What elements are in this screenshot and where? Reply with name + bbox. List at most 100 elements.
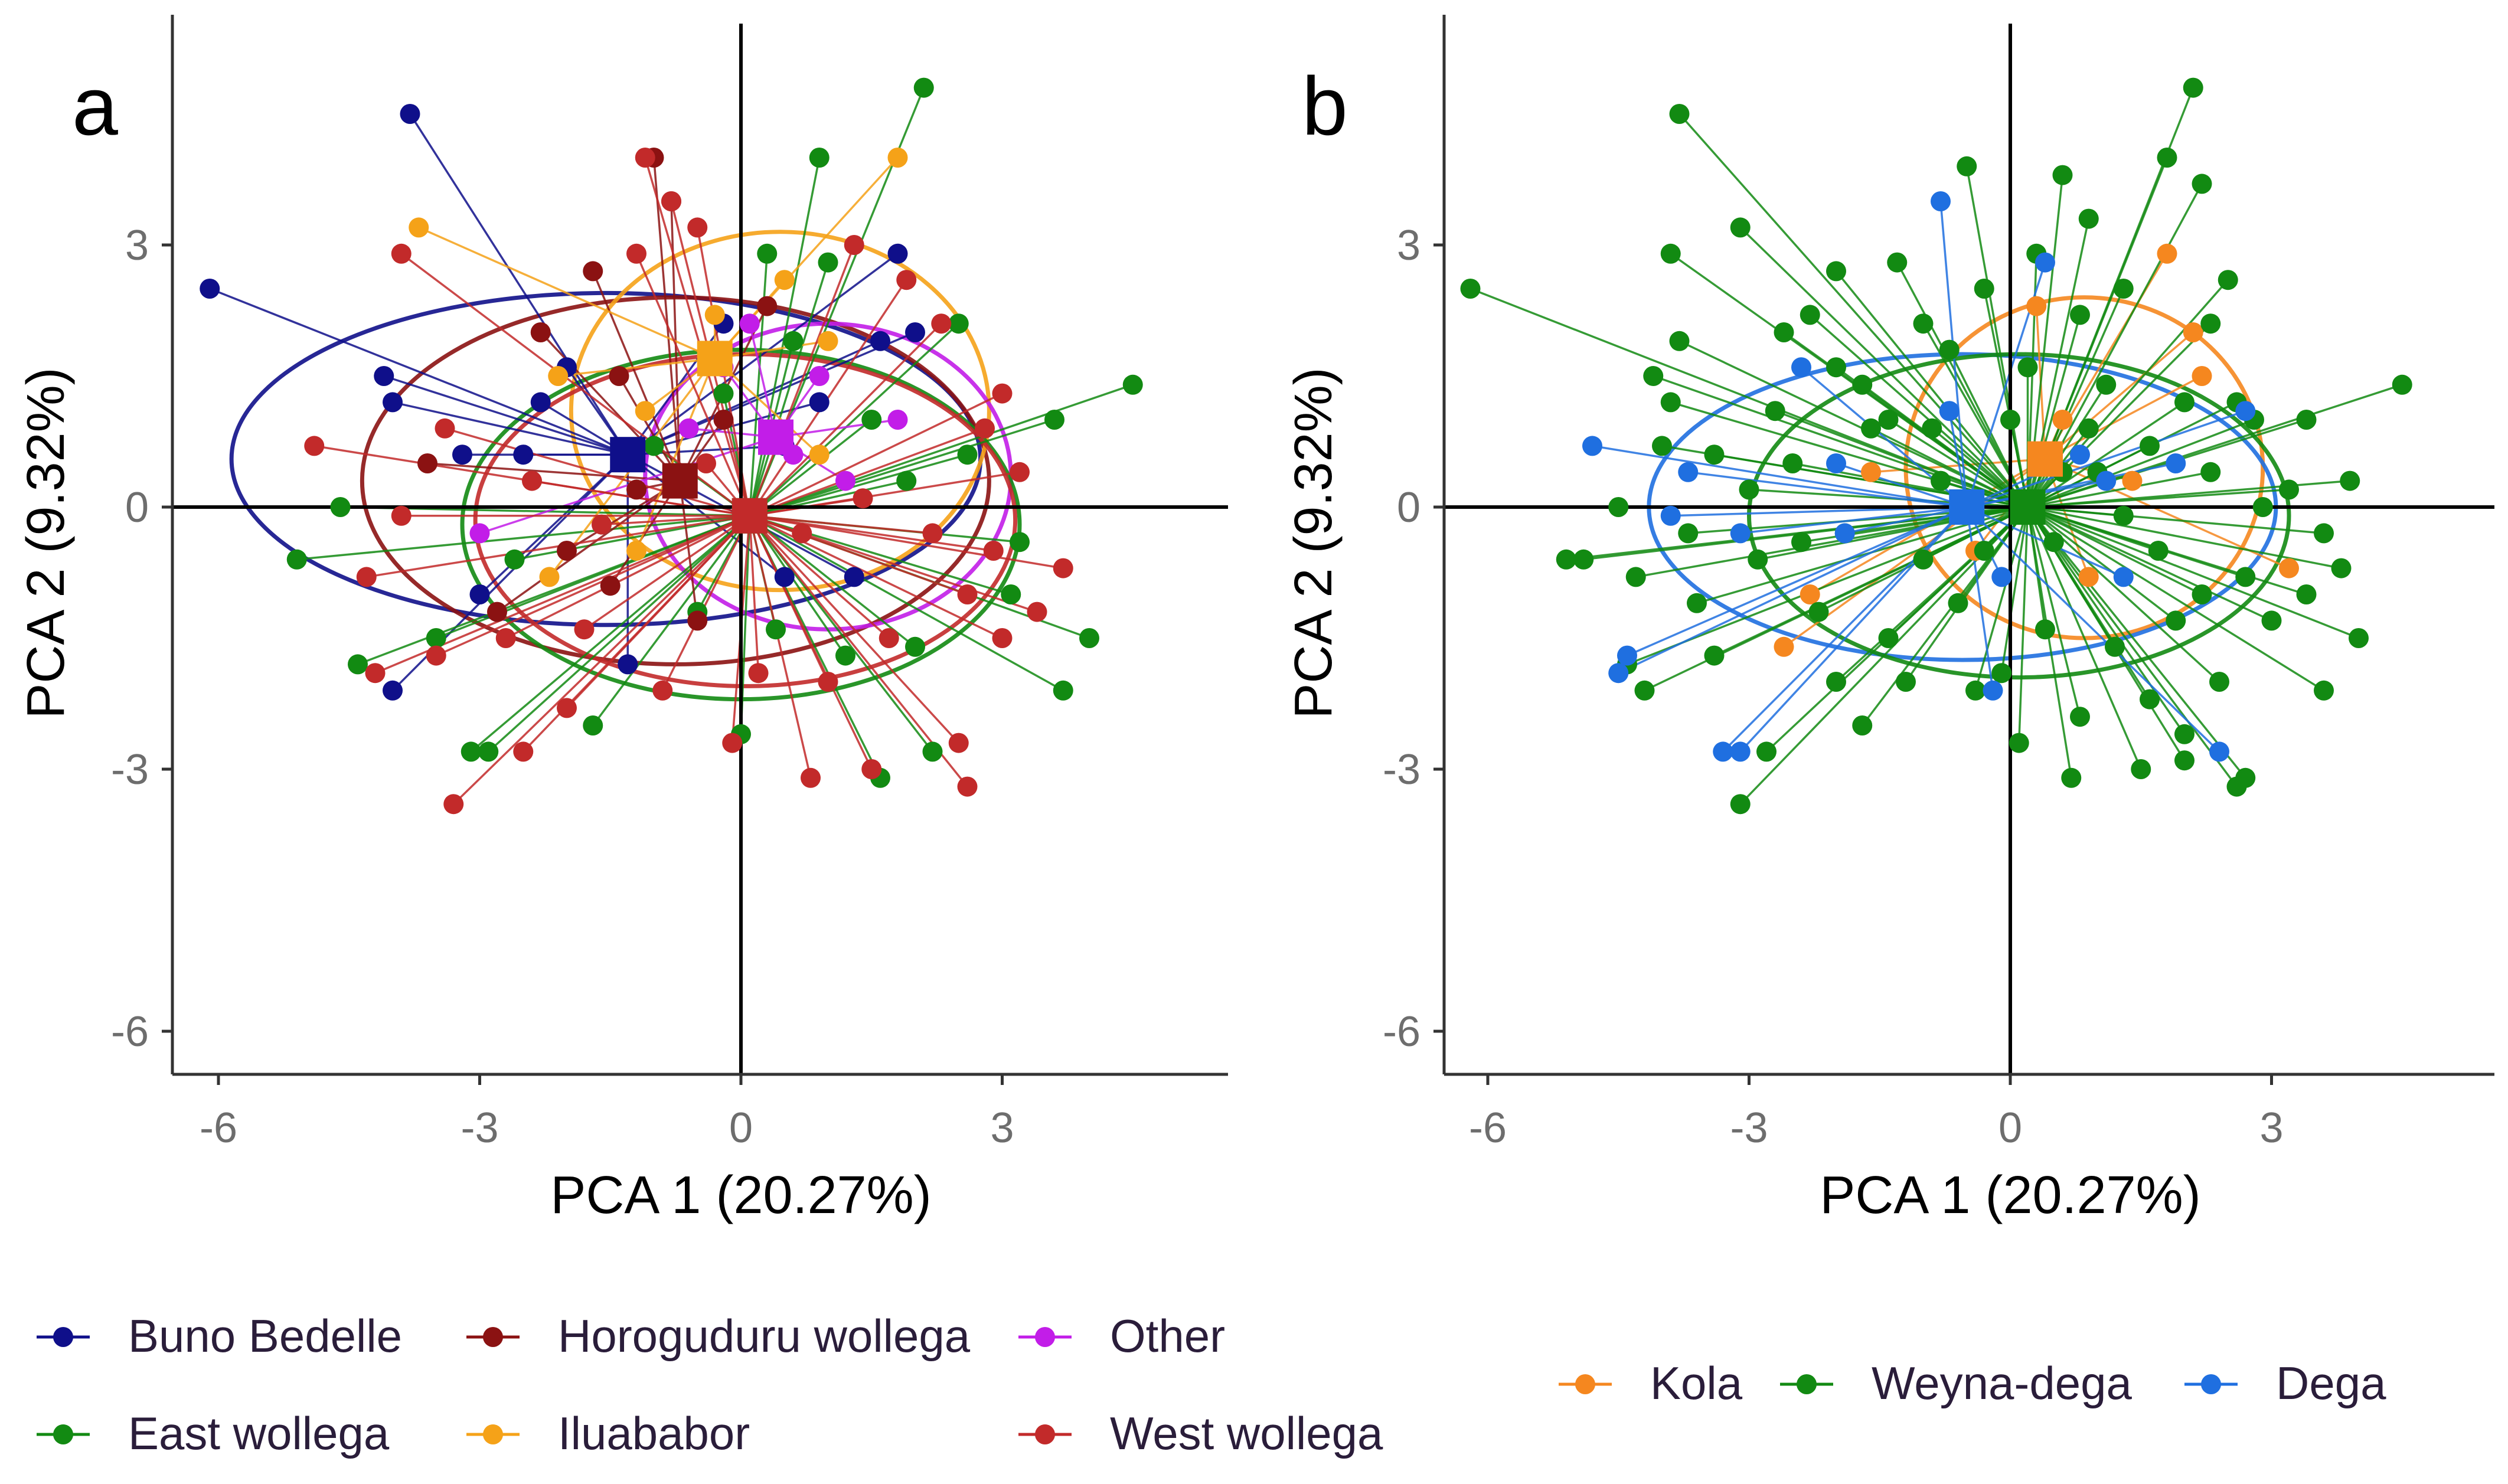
point-weyna-dega-21 bbox=[2314, 680, 2334, 701]
y-axis-title-a: PCA 2 (9.32%) bbox=[17, 367, 76, 718]
link-weyna-dega-55 bbox=[2027, 506, 2177, 622]
point-kola-7 bbox=[2192, 366, 2212, 386]
link-weyna-dega-21 bbox=[2027, 506, 2324, 692]
point-west-wollega-6 bbox=[365, 663, 386, 684]
point-east-wollega-5 bbox=[1053, 680, 1073, 701]
link-dega-9 bbox=[1722, 506, 1968, 753]
link-east-wollega-21 bbox=[436, 515, 750, 639]
point-horoguduru-wollega-2 bbox=[583, 261, 603, 282]
point-weyna-dega-42 bbox=[1652, 436, 1672, 456]
axes-a bbox=[171, 15, 1228, 1076]
link-west-wollega-26 bbox=[505, 515, 750, 639]
point-weyna-dega-86 bbox=[2340, 470, 2360, 491]
centroid-horoguduru-wollega bbox=[662, 463, 698, 499]
point-buno-bedelle-10 bbox=[469, 584, 490, 604]
point-west-wollega-26 bbox=[495, 628, 516, 648]
point-east-wollega-20 bbox=[1010, 532, 1030, 553]
point-west-wollega-19 bbox=[844, 235, 864, 255]
point-weyna-dega-13 bbox=[1957, 156, 1977, 176]
centroids-a bbox=[610, 341, 793, 534]
link-horoguduru-wollega-7 bbox=[496, 480, 681, 613]
legend-label-kola: Kola bbox=[1650, 1357, 1743, 1409]
point-west-wollega-24 bbox=[391, 505, 412, 526]
link-horoguduru-wollega-0 bbox=[652, 157, 681, 481]
point-other-7 bbox=[809, 366, 830, 386]
point-east-wollega-31 bbox=[896, 470, 917, 491]
point-weyna-dega-67 bbox=[2096, 374, 2117, 395]
x-tick-label-a-0: 0 bbox=[729, 1104, 753, 1152]
point-west-wollega-8 bbox=[513, 741, 534, 762]
point-weyna-dega-62 bbox=[1739, 479, 1759, 500]
link-dega-19 bbox=[1688, 471, 1967, 508]
legend-key-dot-iluababor bbox=[483, 1424, 503, 1444]
point-buno-bedelle-12 bbox=[905, 322, 925, 342]
point-weyna-dega-25 bbox=[2131, 759, 2151, 779]
point-west-wollega-23 bbox=[574, 619, 595, 640]
link-weyna-dega-69 bbox=[2027, 419, 2255, 508]
legend-item-dega: Dega bbox=[2184, 1357, 2386, 1409]
link-buno-bedelle-2 bbox=[383, 375, 628, 456]
point-weyna-dega-7 bbox=[2052, 165, 2073, 185]
legend-key-dot-other bbox=[1035, 1327, 1055, 1347]
point-weyna-dega-94 bbox=[2192, 584, 2212, 604]
point-dega-5 bbox=[1730, 523, 1751, 544]
point-dega-10 bbox=[1730, 741, 1751, 762]
point-weyna-dega-65 bbox=[1939, 339, 1960, 360]
point-iluababor-5 bbox=[704, 305, 725, 325]
point-weyna-dega-99 bbox=[1774, 322, 1794, 342]
point-weyna-dega-54 bbox=[2235, 567, 2256, 587]
centroid-other bbox=[758, 419, 793, 455]
link-weyna-dega-77 bbox=[1835, 506, 2029, 683]
point-weyna-dega-78 bbox=[1687, 593, 1707, 613]
y-tick-label-a-3: 3 bbox=[125, 222, 149, 269]
point-iluababor-4 bbox=[818, 331, 838, 351]
point-horoguduru-wollega-7 bbox=[487, 602, 507, 622]
point-west-wollega-2 bbox=[687, 217, 708, 238]
point-east-wollega-26 bbox=[783, 331, 804, 351]
point-weyna-dega-20 bbox=[2349, 628, 2369, 648]
link-weyna-dega-2 bbox=[1739, 227, 2029, 508]
link-west-wollega-10 bbox=[749, 515, 812, 779]
link-east-wollega-3 bbox=[749, 419, 1055, 517]
point-dega-16 bbox=[2070, 444, 2090, 465]
point-west-wollega-31 bbox=[792, 523, 812, 544]
y-tick-label-b-3: 3 bbox=[1397, 222, 1420, 269]
point-weyna-dega-46 bbox=[1878, 410, 1899, 430]
y-tick-label-a-0: 0 bbox=[125, 484, 149, 531]
point-weyna-dega-44 bbox=[1782, 453, 1803, 473]
point-weyna-dega-31 bbox=[1756, 741, 1777, 762]
x-tick-label-b-3: -3 bbox=[1730, 1104, 1768, 1152]
point-buno-bedelle-7 bbox=[530, 392, 551, 413]
point-iluababor-0 bbox=[887, 148, 908, 168]
point-weyna-dega-73 bbox=[2140, 689, 2160, 710]
point-kola-3 bbox=[1861, 462, 1881, 482]
point-dega-3 bbox=[1791, 357, 1811, 378]
point-buno-bedelle-0 bbox=[400, 104, 420, 124]
link-weyna-dega-80 bbox=[1809, 314, 2029, 508]
legend-label-east-wollega: East wollega bbox=[128, 1407, 390, 1459]
point-buno-bedelle-4 bbox=[452, 444, 472, 465]
point-weyna-dega-66 bbox=[2017, 357, 2038, 378]
point-weyna-dega-74 bbox=[2070, 707, 2090, 727]
point-dega-6 bbox=[1660, 505, 1681, 526]
point-weyna-dega-57 bbox=[2035, 619, 2055, 640]
ellipse-iluababor bbox=[569, 230, 991, 593]
link-weyna-dega-28 bbox=[2000, 506, 2029, 674]
point-west-wollega-39 bbox=[356, 567, 377, 587]
point-east-wollega-30 bbox=[330, 497, 351, 517]
point-weyna-dega-19 bbox=[2296, 584, 2317, 604]
point-west-wollega-12 bbox=[957, 776, 978, 797]
point-weyna-dega-41 bbox=[1660, 392, 1681, 413]
point-iluababor-8 bbox=[626, 541, 646, 561]
point-buno-bedelle-14 bbox=[774, 567, 795, 587]
legend-key-dot-dega bbox=[2201, 1374, 2221, 1394]
legend-item-west-wollega: West wollega bbox=[1018, 1407, 1383, 1459]
point-east-wollega-25 bbox=[644, 436, 664, 456]
point-east-wollega-17 bbox=[818, 252, 838, 273]
link-weyna-dega-22 bbox=[2027, 506, 2246, 779]
link-weyna-dega-75 bbox=[1974, 506, 2029, 691]
link-dega-10 bbox=[1739, 506, 1968, 753]
point-horoguduru-wollega-12 bbox=[757, 296, 778, 316]
panel-a: a -6 -3 0 3 -6 -3 0 3 PCA 1 (20.27%) PCA 2 (9.3… bbox=[17, 15, 1228, 1225]
point-west-wollega-13 bbox=[948, 733, 969, 753]
